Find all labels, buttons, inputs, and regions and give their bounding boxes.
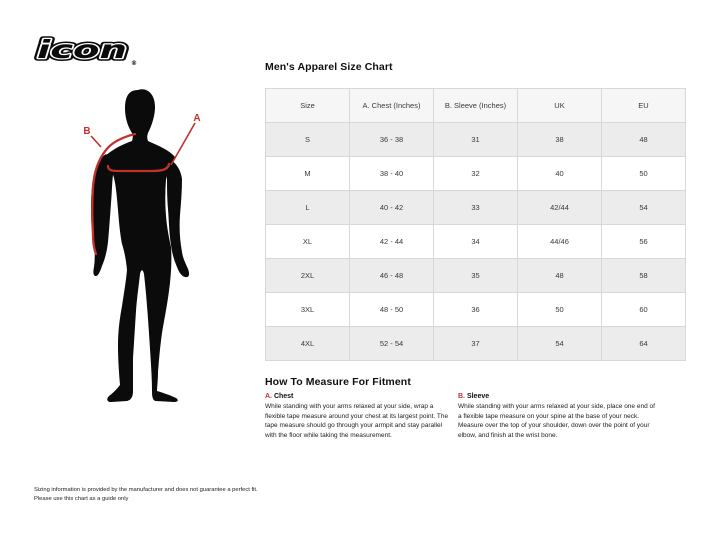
size-cell: XL <box>265 224 350 259</box>
size-cell: 42 - 44 <box>349 224 434 259</box>
size-cell: 54 <box>517 326 602 361</box>
logo-outline-inner: icon <box>37 35 127 64</box>
size-cell: 33 <box>433 190 518 225</box>
size-cell: 34 <box>433 224 518 259</box>
logo-text: icon <box>37 35 127 64</box>
column-header: UK <box>517 88 602 123</box>
size-cell: 36 - 38 <box>349 122 434 157</box>
size-cell: 56 <box>601 224 686 259</box>
column-header: EU <box>601 88 686 123</box>
label-b-leader-line <box>90 135 102 148</box>
size-cell: 36 <box>433 292 518 327</box>
icon-brand-logo: icon icon icon ® <box>34 32 137 67</box>
size-cell: 37 <box>433 326 518 361</box>
size-cell: 48 <box>517 258 602 293</box>
size-cell: 52 - 54 <box>349 326 434 361</box>
size-cell: 38 <box>517 122 602 157</box>
sizing-disclaimer: Sizing information is provided by the ma… <box>34 486 258 504</box>
size-cell: L <box>265 190 350 225</box>
disclaimer-line-1: Sizing information is provided by the ma… <box>34 487 258 493</box>
chest-label: Chest <box>272 393 294 400</box>
size-row-2xl: 2XL 46 - 48 35 48 58 <box>265 258 686 293</box>
size-cell: 4XL <box>265 326 350 361</box>
column-header: B. Sleeve (Inches) <box>433 88 518 123</box>
size-cell: 42/44 <box>517 190 602 225</box>
chest-measure-line <box>106 162 171 173</box>
size-cell: 3XL <box>265 292 350 327</box>
size-chart-title: Men's Apparel Size Chart <box>265 61 393 73</box>
sleeve-measure-heading: B. Sleeve <box>458 393 656 400</box>
size-row-s: S 36 - 38 31 38 48 <box>265 122 686 157</box>
size-cell: 48 <box>601 122 686 157</box>
size-cell: 48 - 50 <box>349 292 434 327</box>
size-cell: 50 <box>601 156 686 191</box>
chest-label-prefix: A. <box>265 393 272 400</box>
column-header: A. Chest (Inches) <box>349 88 434 123</box>
column-header: Size <box>265 88 350 123</box>
size-cell: 31 <box>433 122 518 157</box>
chest-measure-heading: A. Chest <box>265 393 455 400</box>
size-cell: 44/46 <box>517 224 602 259</box>
size-row-xl: XL 42 - 44 34 44/46 56 <box>265 224 686 259</box>
size-cell: 46 - 48 <box>349 258 434 293</box>
size-row-4xl: 4XL 52 - 54 37 54 64 <box>265 326 686 361</box>
logo-outline-outer: icon <box>37 35 127 64</box>
table-header-row: Size A. Chest (Inches) B. Sleeve (Inches) U… <box>265 88 686 123</box>
measure-label-a: A <box>193 113 200 124</box>
how-to-measure-title: How To Measure For Fitment <box>265 376 411 388</box>
size-table-header: Size A. Chest (Inches) B. Sleeve (Inches) U… <box>265 88 686 123</box>
size-row-l: L 40 - 42 33 42/44 54 <box>265 190 686 225</box>
size-cell: S <box>265 122 350 157</box>
size-cell: 58 <box>601 258 686 293</box>
sleeve-measure-section: B. Sleeve While standing with your arms … <box>458 393 656 440</box>
size-cell: 35 <box>433 258 518 293</box>
registered-trademark-icon: ® <box>131 60 137 67</box>
sleeve-measure-text: While standing with your arms relaxed at… <box>458 403 655 439</box>
size-cell: 38 - 40 <box>349 156 434 191</box>
size-table-container: Size A. Chest (Inches) B. Sleeve (Inches) U… <box>265 88 686 361</box>
silhouette-left-arm <box>91 154 113 276</box>
size-cell: 54 <box>601 190 686 225</box>
measure-label-b: B <box>83 126 90 137</box>
size-cell: M <box>265 156 350 191</box>
size-row-3xl: 3XL 48 - 50 36 50 60 <box>265 292 686 327</box>
disclaimer-line-2: Please use this chart as a guide only <box>34 496 129 502</box>
size-cell: 2XL <box>265 258 350 293</box>
size-cell: 40 <box>517 156 602 191</box>
sleeve-label: Sleeve <box>465 393 490 400</box>
chest-measure-section: A. Chest While standing with your arms r… <box>265 393 455 440</box>
size-table-body: S 36 - 38 31 38 48 M 38 - 40 32 40 50 L 40 - 42 33 42… <box>265 122 686 361</box>
size-cell: 60 <box>601 292 686 327</box>
size-cell: 40 - 42 <box>349 190 434 225</box>
sleeve-measure-line <box>91 132 137 256</box>
size-cell: 50 <box>517 292 602 327</box>
sleeve-label-prefix: B. <box>458 393 465 400</box>
chest-measure-text: While standing with your arms relaxed at… <box>265 403 449 439</box>
size-cell: 64 <box>601 326 686 361</box>
silhouette-right-arm <box>166 160 190 278</box>
size-cell: 32 <box>433 156 518 191</box>
silhouette-body <box>105 89 178 402</box>
size-table: Size A. Chest (Inches) B. Sleeve (Inches) U… <box>265 88 686 361</box>
male-silhouette-figure: A B <box>83 89 201 402</box>
size-row-m: M 38 - 40 32 40 50 <box>265 156 686 191</box>
label-a-leader-line <box>170 122 196 166</box>
